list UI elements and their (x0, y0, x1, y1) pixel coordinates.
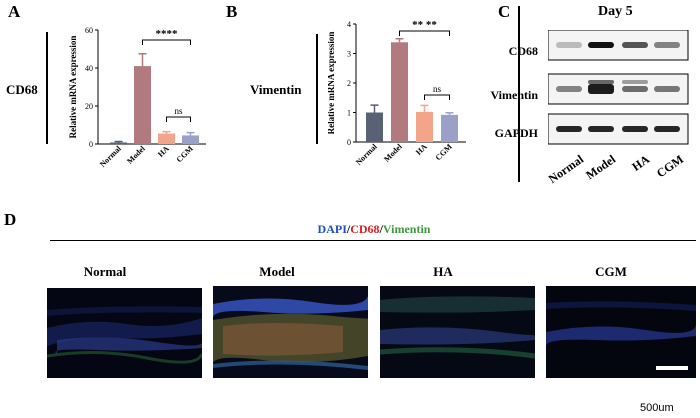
blot-title: Day 5 (598, 4, 633, 19)
x-tick-label-model: Model (382, 142, 404, 164)
band (556, 86, 582, 92)
divider-d (50, 240, 696, 241)
image-label-cgm: CGM (595, 264, 627, 279)
band (622, 86, 648, 92)
divider-a (46, 32, 48, 144)
significance-label: ns (174, 106, 183, 116)
lane-label-model: Model (583, 152, 619, 183)
panel-letter-c: C (498, 2, 511, 21)
blot-label-cd68: CD68 (508, 44, 538, 58)
bar-cgm (441, 114, 458, 142)
blot-label-vimentin: Vimentin (490, 88, 538, 102)
micrograph-model (213, 286, 368, 378)
band (654, 126, 680, 132)
stain-legend: DAPI/CD68/Vimentin (274, 222, 474, 237)
panel-letter-d: D (4, 210, 17, 229)
significance-label: **** (156, 28, 179, 40)
y-tick-label: 4 (347, 20, 351, 29)
bar-ha (416, 111, 433, 142)
y-tick-label: 20 (85, 102, 93, 111)
band (588, 42, 614, 48)
significance-bracket (424, 94, 450, 100)
x-tick-label-ha: HA (156, 144, 171, 159)
band-upper (588, 80, 614, 84)
y-axis-label: Relative mRNA expression (328, 32, 336, 135)
gene-title-b: Vimentin (250, 82, 302, 97)
bar-model (134, 66, 151, 144)
bar-normal (366, 112, 383, 142)
bar-model (391, 42, 408, 142)
x-tick-label-model: Model (125, 144, 147, 166)
y-tick-label: 0 (89, 140, 93, 149)
significance-label: ** ** (412, 19, 437, 31)
significance-bracket (399, 30, 450, 36)
y-tick-label: 2 (347, 79, 351, 88)
image-label-ha: HA (433, 264, 453, 279)
image-label-normal: Normal (83, 264, 127, 279)
significance-bracket (142, 39, 191, 45)
x-tick-label-cgm: CGM (434, 142, 455, 163)
bar-ha (158, 133, 175, 144)
y-tick-label: 1 (347, 109, 351, 118)
band (654, 42, 680, 48)
legend-sep1: / (346, 222, 351, 236)
x-tick-label-ha: HA (414, 142, 429, 157)
significance-label: ns (433, 84, 442, 94)
band-upper (622, 80, 648, 84)
blot-box-0 (548, 30, 689, 61)
legend-dapi: DAPI (317, 222, 347, 236)
significance-bracket (166, 116, 191, 122)
x-tick-label-normal: Normal (354, 142, 379, 167)
band (556, 126, 582, 132)
divider-c (518, 6, 520, 182)
band (654, 86, 680, 92)
y-tick-label: 40 (85, 64, 93, 73)
bar-chart-cd68: Relative mRNA expression 0 20 40 60 Normal Mod… (68, 26, 206, 169)
panel-letter-b: B (226, 2, 238, 21)
legend-cd68: CD68 (350, 222, 380, 236)
panel-letter-a: A (8, 2, 21, 21)
bar-chart-vimentin: Relative mRNA expression 0 1 2 3 4 Normal Model… (328, 19, 466, 167)
bar-cgm (182, 135, 199, 144)
x-tick-label-cgm: CGM (175, 144, 196, 165)
scale-bar-label: 500um (640, 402, 674, 414)
band (622, 42, 648, 48)
image-label-model: Model (259, 264, 295, 279)
gene-title-a: CD68 (6, 82, 38, 97)
legend-sep2: / (379, 222, 383, 236)
legend-vimentin: Vimentin (382, 222, 431, 236)
y-tick-label: 3 (347, 50, 351, 59)
lane-label-cgm: CGM (653, 152, 687, 181)
micrograph-normal (47, 288, 202, 378)
divider-b (316, 34, 318, 144)
band (588, 84, 614, 94)
blot-label-gapdh: GAPDH (494, 126, 538, 140)
y-tick-label: 0 (347, 138, 351, 147)
x-tick-label-normal: Normal (98, 144, 123, 169)
western-blot (548, 30, 689, 145)
band (556, 42, 582, 48)
micrograph-ha (380, 286, 535, 378)
bar-normal (110, 142, 127, 144)
scale-bar (656, 366, 688, 370)
y-axis-label: Relative mRNA expression (68, 36, 78, 139)
band (622, 126, 648, 132)
y-tick-label: 60 (85, 26, 93, 35)
lane-label-normal: Normal (545, 152, 587, 187)
lane-label-ha: HA (629, 152, 653, 174)
micrograph-cgm (546, 286, 696, 378)
band (588, 126, 614, 132)
